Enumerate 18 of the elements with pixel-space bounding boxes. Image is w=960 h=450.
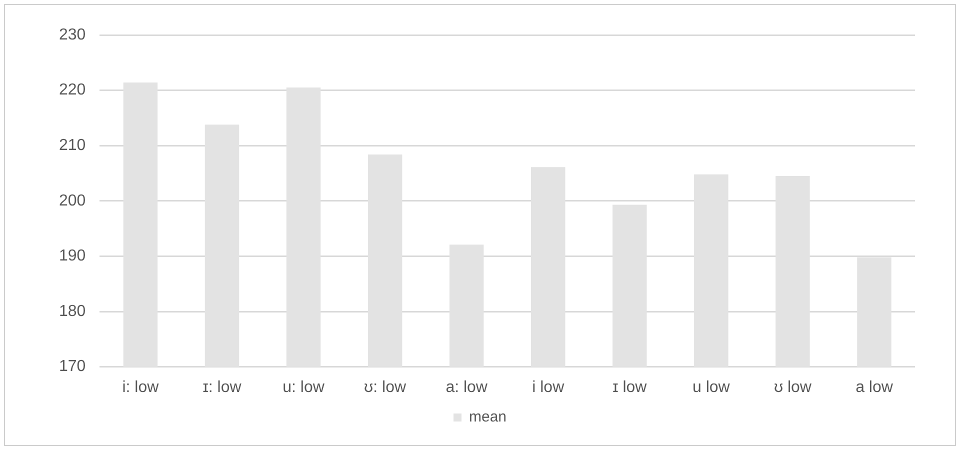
x-tick-label: ʊ low (774, 378, 812, 396)
y-tick-label: 220 (58, 82, 86, 99)
y-tick-label: 230 (58, 26, 86, 44)
y-tick-label: 210 (58, 137, 86, 154)
x-tick-label: i low (532, 378, 565, 396)
y-tick-label: 180 (58, 302, 86, 320)
y-tick-label: 200 (58, 192, 86, 210)
y-tick-label: 170 (58, 358, 86, 376)
x-tick-label: u low (692, 378, 730, 396)
y-tick-label: 190 (58, 248, 86, 265)
x-tick-label: ɪ low (612, 378, 648, 396)
x-tick-label: a low (856, 378, 894, 396)
x-tick-label: a: low (446, 378, 488, 396)
x-tick-label: i: low (122, 378, 160, 396)
x-tick-label: ɪ: low (202, 378, 242, 396)
x-tick-label: u: low (282, 378, 325, 396)
x-tick-label: ʊ: low (364, 378, 406, 396)
legend-label: mean (468, 408, 507, 426)
